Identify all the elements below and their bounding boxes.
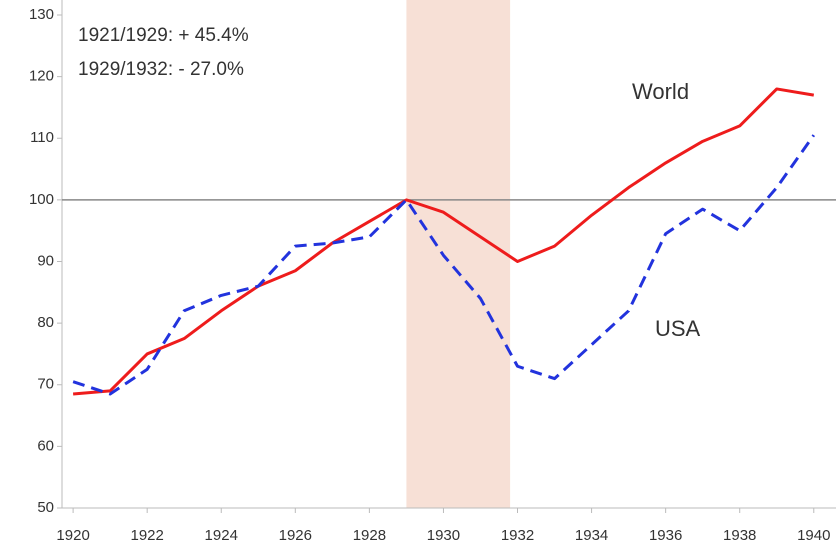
series-label: USA (655, 316, 701, 341)
x-tick-label: 1936 (649, 527, 682, 544)
x-tick-label: 1934 (575, 527, 608, 544)
series-line (72, 134, 816, 396)
y-tick-label: 60 (37, 437, 54, 454)
y-tick-label: 100 (29, 191, 54, 208)
x-tick-label: 1922 (130, 527, 163, 544)
x-tick-label: 1930 (427, 527, 460, 544)
y-tick-label: 110 (30, 129, 54, 146)
series-line (72, 87, 815, 396)
x-tick-label: 1938 (723, 527, 756, 544)
x-tick-label: 1928 (353, 527, 386, 544)
x-tick-label: 1926 (279, 527, 312, 544)
x-tick-label: 1940 (797, 527, 830, 544)
series-label: World (632, 79, 689, 104)
y-tick-label: 90 (37, 252, 54, 269)
annotation: 1921/1929: + 45.4% (78, 25, 249, 46)
x-tick-label: 1924 (205, 527, 238, 544)
y-tick-label: 130 (29, 6, 54, 23)
annotation: 1929/1932: - 27.0% (78, 59, 244, 80)
y-tick-label: 120 (29, 68, 54, 85)
y-tick-label: 70 (37, 376, 54, 393)
x-tick-label: 1920 (56, 527, 89, 544)
shaded-span (406, 0, 511, 508)
y-tick-label: 50 (37, 499, 54, 516)
y-tick-label: 80 (37, 314, 54, 331)
x-tick-label: 1932 (501, 527, 534, 544)
